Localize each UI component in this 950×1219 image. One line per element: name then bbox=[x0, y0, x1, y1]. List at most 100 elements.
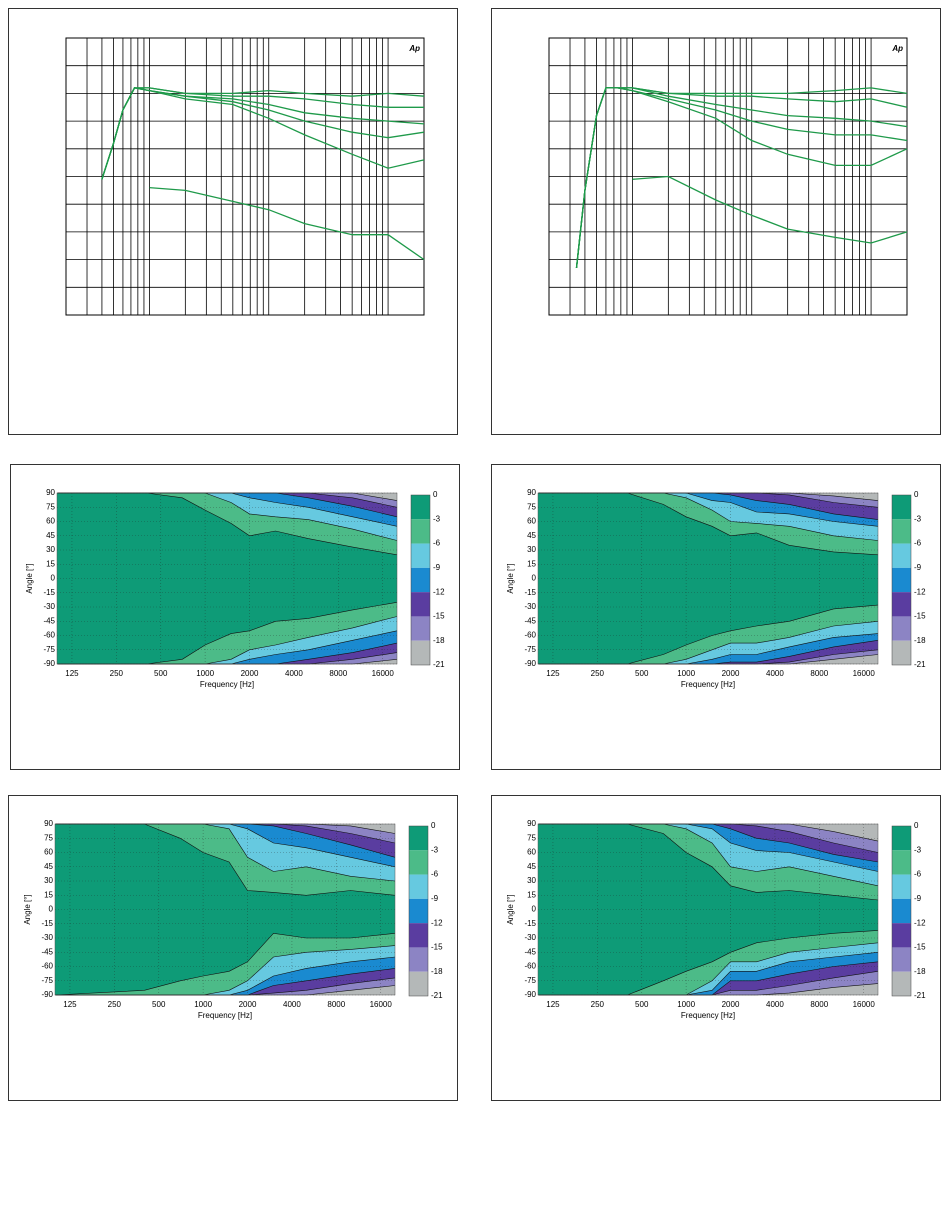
y-tick-label: -90 bbox=[524, 990, 536, 999]
colorbar-label: -12 bbox=[433, 587, 445, 596]
colorbar-label: -21 bbox=[914, 660, 926, 669]
response-line bbox=[101, 87, 425, 180]
x-axis-label: Frequency [Hz] bbox=[681, 1011, 735, 1020]
y-tick-label: -60 bbox=[524, 962, 536, 971]
y-tick-label: 75 bbox=[44, 833, 53, 842]
y-tick-label: 45 bbox=[527, 531, 536, 540]
colorbar-label: -21 bbox=[914, 991, 926, 1000]
plot-frame bbox=[56, 492, 398, 665]
contour-line bbox=[538, 604, 879, 665]
x-tick-label: 125 bbox=[65, 669, 79, 678]
colorbar-segment bbox=[892, 567, 911, 593]
contour-fill bbox=[538, 971, 878, 995]
x-tick-label: 16000 bbox=[372, 669, 395, 678]
colorbar-label: -6 bbox=[433, 539, 441, 548]
contour-fill bbox=[57, 659, 397, 664]
x-tick-label: 8000 bbox=[327, 1000, 345, 1009]
colorbar-label: -9 bbox=[914, 894, 922, 903]
y-tick-label: 15 bbox=[527, 559, 536, 568]
contour-line bbox=[538, 492, 879, 556]
colorbar-segment bbox=[411, 640, 430, 665]
x-tick-label: 125 bbox=[546, 1000, 560, 1009]
colorbar-segment bbox=[411, 616, 430, 641]
y-tick-label: -15 bbox=[41, 919, 53, 928]
colorbar-label: -3 bbox=[433, 514, 441, 523]
x-tick-label: 4000 bbox=[766, 669, 784, 678]
x-tick-label: 2000 bbox=[241, 669, 259, 678]
contour-fill bbox=[57, 493, 397, 527]
x-axis-label: Frequency [Hz] bbox=[200, 680, 254, 689]
contour-fill bbox=[55, 968, 395, 995]
x-tick-label: 1000 bbox=[677, 1000, 695, 1009]
x-tick-label: 8000 bbox=[329, 669, 347, 678]
contour-fill bbox=[538, 824, 878, 862]
colorbar-segment bbox=[409, 874, 428, 899]
colorbar-segment bbox=[411, 592, 430, 617]
y-tick-label: 90 bbox=[527, 819, 536, 828]
colorbar-segment bbox=[411, 519, 430, 544]
colorbar-segment bbox=[892, 971, 911, 996]
colorbar-segment bbox=[892, 519, 911, 544]
x-tick-label: 500 bbox=[635, 669, 649, 678]
y-tick-label: 60 bbox=[46, 517, 55, 526]
plot-frame bbox=[537, 823, 879, 996]
colorbar-label: 0 bbox=[431, 821, 436, 830]
x-tick-label: 2000 bbox=[722, 669, 740, 678]
y-tick-label: 45 bbox=[527, 862, 536, 871]
y-tick-label: 0 bbox=[532, 574, 537, 583]
colorbar-segment bbox=[892, 923, 911, 948]
colorbar-label: -21 bbox=[431, 991, 443, 1000]
panel-frame bbox=[8, 795, 458, 1101]
y-tick-label: -75 bbox=[43, 645, 55, 654]
colorbar-segment bbox=[411, 543, 430, 568]
y-tick-label: 60 bbox=[44, 848, 53, 857]
y-tick-label: 75 bbox=[527, 833, 536, 842]
contour-fill bbox=[57, 630, 397, 664]
y-tick-label: 0 bbox=[51, 574, 56, 583]
y-tick-label: 0 bbox=[49, 905, 54, 914]
y-tick-label: 60 bbox=[527, 848, 536, 857]
y-axis-label: Angle [°] bbox=[23, 894, 32, 924]
colorbar-segment bbox=[892, 640, 911, 665]
panel-frame bbox=[10, 464, 460, 770]
y-tick-label: -60 bbox=[41, 962, 53, 971]
colorbar-segment bbox=[892, 592, 911, 617]
colorbar-segment bbox=[411, 567, 430, 593]
colorbar-segment bbox=[892, 543, 911, 568]
x-tick-label: 16000 bbox=[853, 1000, 876, 1009]
y-tick-label: -90 bbox=[524, 659, 536, 668]
contour-fill bbox=[538, 493, 878, 520]
colorbar-label: -3 bbox=[431, 845, 439, 854]
contour-fill bbox=[538, 983, 878, 995]
colorbar-segment bbox=[892, 947, 911, 972]
logo: Ap bbox=[891, 44, 903, 53]
y-tick-label: -45 bbox=[524, 616, 536, 625]
colorbar-segment bbox=[892, 850, 911, 875]
contour-fill bbox=[538, 654, 878, 664]
y-tick-label: -90 bbox=[43, 659, 55, 668]
y-tick-label: 75 bbox=[527, 502, 536, 511]
colorbar-segment bbox=[409, 947, 428, 972]
colorbar-label: -6 bbox=[431, 870, 439, 879]
response-line bbox=[632, 175, 908, 244]
colorbar-label: -18 bbox=[914, 636, 926, 645]
y-tick-label: 90 bbox=[527, 488, 536, 497]
y-tick-label: 30 bbox=[46, 545, 55, 554]
x-tick-label: 125 bbox=[546, 669, 560, 678]
y-tick-label: -45 bbox=[41, 947, 53, 956]
y-tick-label: 45 bbox=[46, 531, 55, 540]
y-tick-label: 0 bbox=[532, 905, 537, 914]
y-tick-label: 15 bbox=[44, 890, 53, 899]
x-tick-label: 4000 bbox=[285, 669, 303, 678]
colorbar-segment bbox=[409, 923, 428, 948]
x-tick-label: 500 bbox=[152, 1000, 166, 1009]
contour-fill bbox=[538, 493, 878, 501]
y-tick-label: -75 bbox=[524, 645, 536, 654]
colorbar-frame bbox=[891, 494, 912, 666]
y-tick-label: -45 bbox=[524, 947, 536, 956]
colorbar-label: -15 bbox=[433, 612, 445, 621]
response-line bbox=[575, 87, 908, 268]
y-tick-label: -90 bbox=[41, 990, 53, 999]
y-tick-label: 30 bbox=[527, 545, 536, 554]
